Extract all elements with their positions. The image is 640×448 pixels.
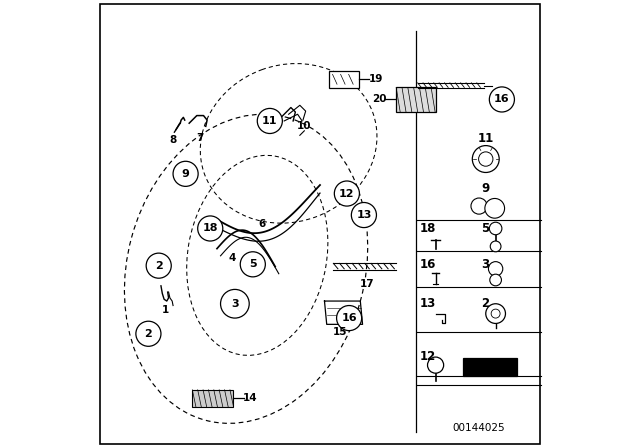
Text: 10: 10 <box>297 121 312 131</box>
Circle shape <box>334 181 360 206</box>
Circle shape <box>136 321 161 346</box>
Text: 6: 6 <box>258 219 266 229</box>
Circle shape <box>351 202 376 228</box>
Circle shape <box>240 252 266 277</box>
Text: 12: 12 <box>339 189 355 198</box>
Circle shape <box>488 262 503 276</box>
Bar <box>192 390 233 407</box>
Circle shape <box>486 304 506 323</box>
Text: 9: 9 <box>482 181 490 195</box>
Text: 3: 3 <box>231 299 239 309</box>
Circle shape <box>173 161 198 186</box>
Circle shape <box>490 274 502 286</box>
Circle shape <box>257 108 282 134</box>
Text: 11: 11 <box>262 116 278 126</box>
Text: 17: 17 <box>360 280 374 289</box>
Circle shape <box>198 216 223 241</box>
Circle shape <box>479 152 493 166</box>
Bar <box>396 87 436 112</box>
Text: 16: 16 <box>419 258 436 271</box>
Text: 16: 16 <box>341 313 357 323</box>
Text: 19: 19 <box>369 74 383 84</box>
Circle shape <box>472 146 499 172</box>
Circle shape <box>485 198 504 218</box>
Text: 9: 9 <box>182 169 189 179</box>
Text: 15: 15 <box>333 327 348 336</box>
Circle shape <box>490 87 515 112</box>
Text: 13: 13 <box>356 210 372 220</box>
Text: 00144025: 00144025 <box>452 423 506 433</box>
Text: 7: 7 <box>196 133 204 142</box>
Circle shape <box>491 309 500 318</box>
Circle shape <box>428 357 444 373</box>
Text: 12: 12 <box>419 349 436 363</box>
Text: 2: 2 <box>481 297 489 310</box>
Text: 18: 18 <box>419 222 436 235</box>
Text: 5: 5 <box>481 222 489 235</box>
Text: 4: 4 <box>229 253 236 263</box>
Bar <box>329 71 360 88</box>
Text: 3: 3 <box>481 258 489 271</box>
Text: 5: 5 <box>249 259 257 269</box>
Text: 16: 16 <box>494 95 509 104</box>
Circle shape <box>221 289 249 318</box>
Circle shape <box>337 306 362 331</box>
Text: 13: 13 <box>419 297 436 310</box>
Text: 20: 20 <box>372 95 387 104</box>
Circle shape <box>471 198 487 214</box>
Text: 1: 1 <box>163 306 170 315</box>
Text: 2: 2 <box>145 329 152 339</box>
Text: 14: 14 <box>243 393 258 403</box>
Text: 2: 2 <box>155 261 163 271</box>
Circle shape <box>490 222 502 235</box>
Bar <box>463 358 517 376</box>
Text: 11: 11 <box>477 132 494 146</box>
Circle shape <box>146 253 172 278</box>
Text: 18: 18 <box>202 224 218 233</box>
Text: 8: 8 <box>169 135 176 145</box>
Circle shape <box>490 241 501 252</box>
